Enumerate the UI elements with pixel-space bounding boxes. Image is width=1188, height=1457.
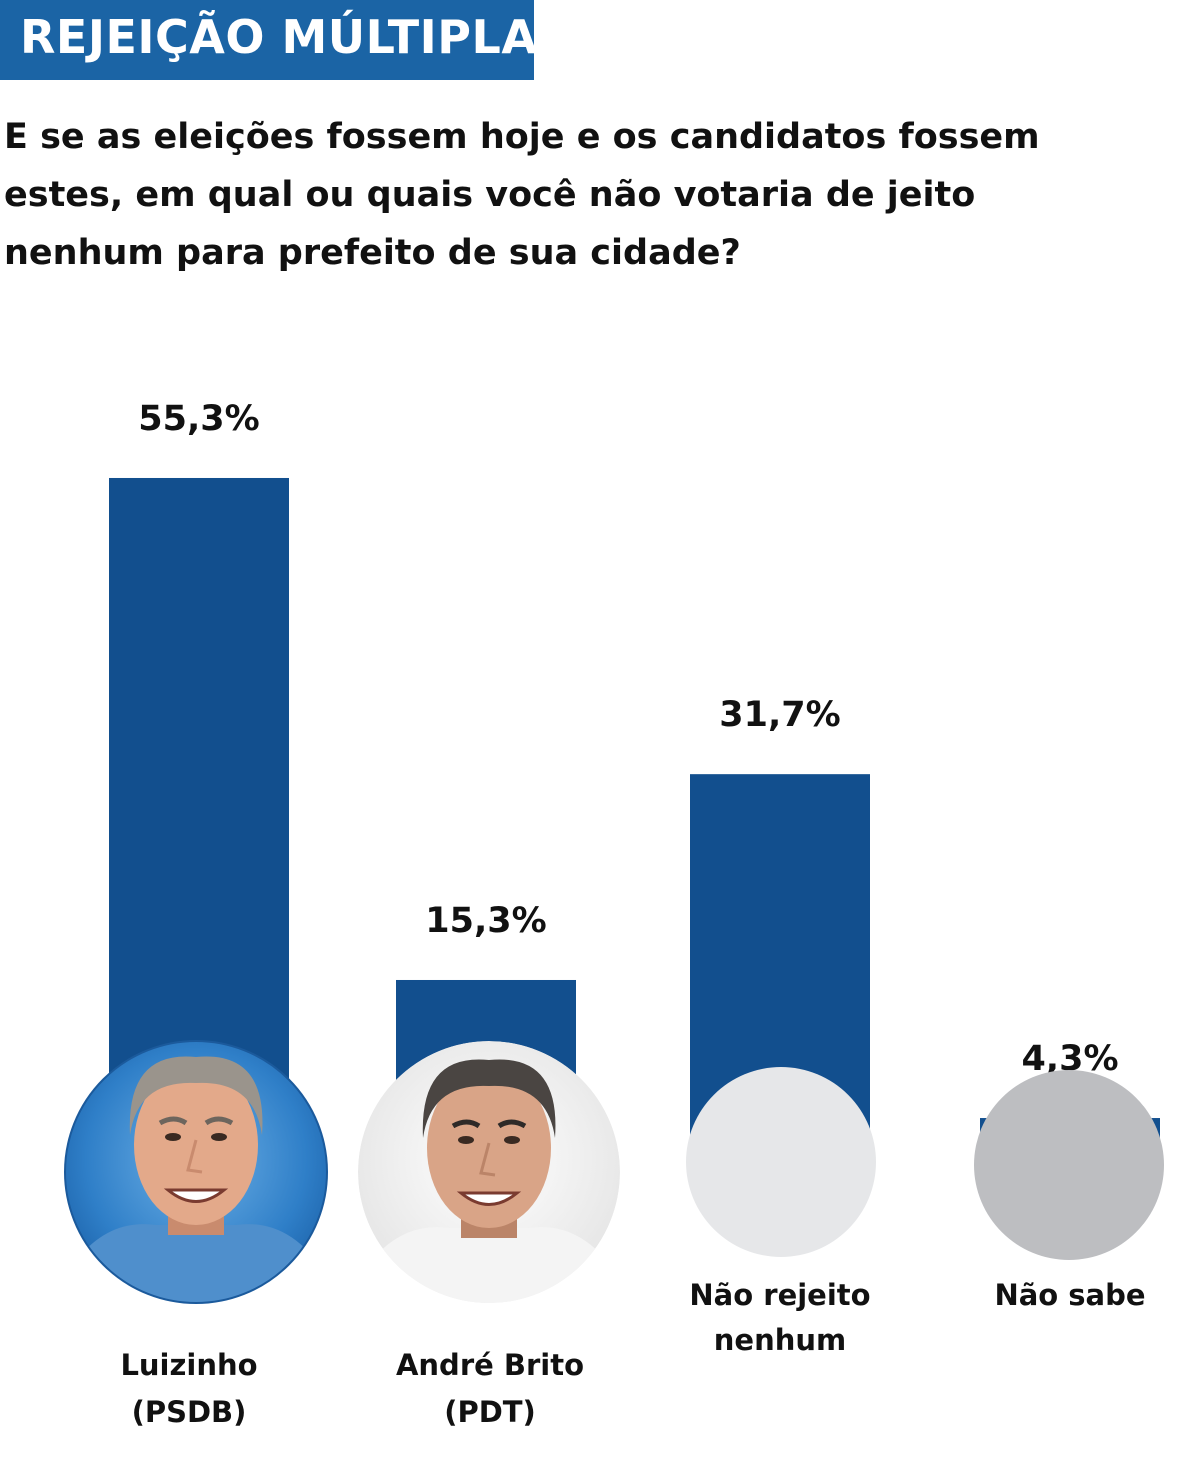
- placeholder-circle-gray: [974, 1070, 1164, 1260]
- category-label: André Brito: [396, 1348, 584, 1382]
- candidate-photo-luizinho: [65, 1041, 327, 1303]
- survey-question: E se as eleições fossem hoje e os candid…: [4, 117, 1040, 273]
- category-label: (PDT): [444, 1395, 536, 1429]
- category-label: Não sabe: [994, 1278, 1145, 1312]
- placeholder-circle-light: [686, 1067, 876, 1257]
- candidate-photo-andre-brito: [358, 1041, 620, 1303]
- value-label: 31,7%: [719, 695, 840, 735]
- category-label: Luizinho: [120, 1348, 257, 1382]
- category-label: Não rejeito: [689, 1278, 870, 1312]
- category-label: nenhum: [714, 1323, 846, 1357]
- value-label: 55,3%: [138, 399, 259, 439]
- section-tag: REJEIÇÃO MÚLTIPLA: [0, 0, 538, 80]
- category-label: (PSDB): [132, 1395, 247, 1429]
- section-tag-label: REJEIÇÃO MÚLTIPLA: [20, 10, 538, 64]
- value-label: 15,3%: [425, 901, 546, 941]
